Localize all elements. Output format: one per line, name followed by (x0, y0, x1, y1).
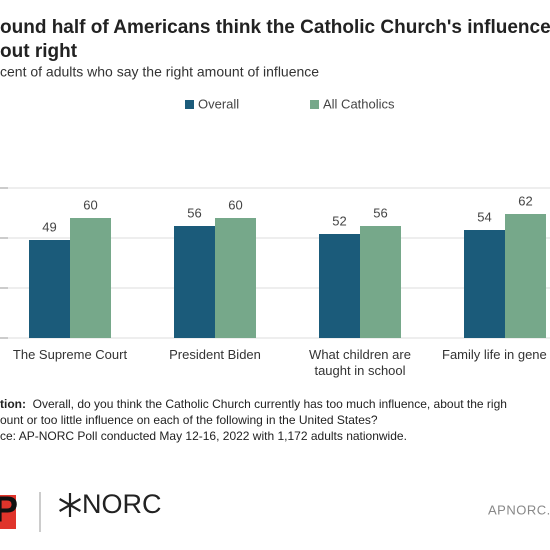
question-text: ount or too little influence on each of … (0, 413, 378, 427)
bar (29, 240, 70, 338)
value-label: 52 (332, 213, 346, 228)
title-line: ound half of Americans think the Catholi… (0, 17, 550, 38)
legend-swatch (310, 100, 319, 109)
ap-logo-block (0, 495, 16, 529)
question-label: tion: (0, 397, 26, 411)
subtitle: cent of adults who say the right amount … (0, 64, 319, 80)
value-label: 60 (83, 197, 97, 212)
value-label: 54 (477, 209, 491, 224)
site: APNORC.c (488, 502, 550, 517)
value-label: 60 (228, 197, 242, 212)
norc-star (59, 493, 81, 517)
norc-logo: NORC (82, 489, 162, 519)
legend-swatch (185, 100, 194, 109)
bar (174, 226, 215, 338)
value-label: 56 (187, 205, 201, 220)
value-label: 49 (42, 219, 56, 234)
value-label: 56 (373, 205, 387, 220)
value-label: 62 (518, 193, 532, 208)
bar (464, 230, 505, 338)
question-text: Overall, do you think the Catholic Churc… (32, 397, 507, 411)
source-line: ce: AP-NORC Poll conducted May 12-16, 20… (0, 429, 407, 443)
source-label: ce: (0, 429, 17, 443)
bar (319, 234, 360, 338)
x-tick-label: Family life in gene (442, 347, 547, 362)
source-text: AP-NORC Poll conducted May 12-16, 2022 w… (18, 429, 407, 443)
ap-logo: P (0, 489, 18, 530)
bar (215, 218, 256, 338)
x-tick-label: What children are taught in school (309, 347, 411, 378)
bar (70, 218, 111, 338)
bar (360, 226, 401, 338)
legend-label: All Catholics (323, 96, 395, 111)
title-line: out right (0, 41, 78, 62)
x-tick-label: The Supreme Court (12, 347, 128, 362)
bar (505, 214, 546, 338)
question-line: tion: Overall, do you think the Catholic… (0, 397, 507, 411)
x-tick-label: President Biden (169, 347, 261, 362)
legend-label: Overall (198, 96, 239, 111)
